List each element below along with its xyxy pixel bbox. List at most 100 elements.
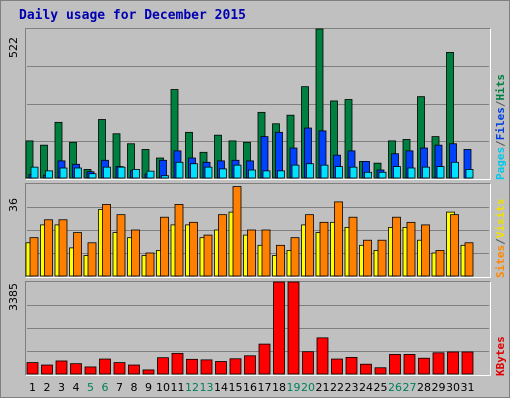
bar-pages xyxy=(175,161,184,179)
bar-sites xyxy=(334,201,343,277)
bar-sites xyxy=(450,214,459,277)
bar-kbytes xyxy=(200,359,213,375)
bar-pages xyxy=(465,169,474,179)
bar-pages xyxy=(233,164,242,179)
day-label: 28 xyxy=(417,381,431,394)
bar-pages xyxy=(277,170,285,179)
day-label: 13 xyxy=(199,381,214,394)
bar-sites xyxy=(392,216,401,277)
bar-kbytes xyxy=(374,367,387,375)
bar-sites xyxy=(421,224,430,277)
bar-pages xyxy=(335,166,343,179)
bar-kbytes xyxy=(55,360,68,375)
bar-sites xyxy=(160,216,169,277)
bar-sites xyxy=(319,221,329,277)
day-label: 3 xyxy=(58,381,65,394)
day-label: 24 xyxy=(359,381,373,394)
day-label: 8 xyxy=(130,381,138,394)
day-label: 1 xyxy=(29,381,36,394)
day-label: 23 xyxy=(344,381,359,394)
day-label: 27 xyxy=(402,381,417,394)
bar-pages xyxy=(320,164,329,179)
bar-sites xyxy=(406,221,416,277)
bar-pages xyxy=(59,167,68,179)
bar-sites xyxy=(174,204,184,277)
day-label: 6 xyxy=(101,381,109,394)
day-label: 15 xyxy=(228,381,243,394)
bar-pages xyxy=(45,170,53,179)
bar-sites xyxy=(232,186,242,277)
bar-pages xyxy=(190,163,198,179)
bar-pages xyxy=(393,166,401,179)
bar-kbytes xyxy=(41,364,53,375)
bar-pages xyxy=(204,166,213,179)
day-label: 9 xyxy=(145,381,152,394)
bar-kbytes xyxy=(186,358,198,375)
bar-kbytes xyxy=(128,364,140,375)
bar-kbytes xyxy=(142,369,155,375)
day-label: 29 xyxy=(431,381,446,394)
day-label: 7 xyxy=(116,381,123,394)
bar-sites xyxy=(363,239,372,277)
bar-kbytes xyxy=(70,363,82,375)
bar-sites xyxy=(435,250,445,277)
bar-sites xyxy=(348,216,358,277)
bar-kbytes xyxy=(447,351,459,375)
bar-sites xyxy=(203,234,213,277)
day-label: 19 xyxy=(286,381,301,394)
day-label: 17 xyxy=(257,381,272,394)
bar-sites xyxy=(189,221,198,277)
bar-pages xyxy=(349,166,358,179)
bar-sites xyxy=(305,214,314,277)
bar-pages xyxy=(436,166,445,179)
bar-pages xyxy=(451,161,459,179)
bar-pages xyxy=(132,169,140,179)
bar-pages xyxy=(161,175,169,179)
day-label: 31 xyxy=(460,381,475,394)
bar-pages xyxy=(262,170,271,179)
day-label: 26 xyxy=(388,381,402,394)
chart-title: Daily usage for December 2015 xyxy=(19,8,246,23)
bar-sites xyxy=(218,214,227,277)
day-label: 21 xyxy=(315,381,330,394)
bar-pages xyxy=(103,166,111,179)
bar-pages xyxy=(364,171,372,179)
bar-pages xyxy=(74,167,82,179)
bar-sites xyxy=(276,244,285,277)
bar-kbytes xyxy=(316,337,329,375)
bar-sites xyxy=(131,229,140,277)
bar-pages xyxy=(291,164,300,179)
bar-kbytes xyxy=(345,357,358,375)
day-label: 20 xyxy=(301,381,315,394)
day-label: 10 xyxy=(156,381,170,394)
bar-pages xyxy=(306,163,314,179)
day-label: 30 xyxy=(446,381,460,394)
bar-kbytes xyxy=(432,352,445,375)
bar-pages xyxy=(88,173,97,179)
bar-sites xyxy=(58,219,68,277)
bar-sites xyxy=(145,252,155,277)
bar-pages xyxy=(146,170,155,179)
bar-kbytes xyxy=(215,361,227,375)
bar-pages xyxy=(117,166,126,179)
day-label: 22 xyxy=(330,381,344,394)
day-label: 4 xyxy=(72,381,80,394)
bar-kbytes xyxy=(360,363,372,375)
bar-pages xyxy=(407,167,416,179)
bar-kbytes xyxy=(287,281,300,375)
bar-kbytes xyxy=(26,362,39,375)
bar-pages xyxy=(378,171,387,179)
day-label: 2 xyxy=(43,381,51,394)
bar-sites xyxy=(29,237,39,277)
bar-pages xyxy=(422,166,430,179)
bar-kbytes xyxy=(331,358,343,375)
day-label: 14 xyxy=(214,381,228,394)
bar-kbytes xyxy=(113,362,126,375)
bar-kbytes xyxy=(273,281,285,375)
bar-kbytes xyxy=(229,358,242,375)
bar-kbytes xyxy=(418,357,430,375)
bar-sites xyxy=(44,219,53,277)
day-label: 5 xyxy=(87,381,94,394)
bar-sites xyxy=(87,242,97,277)
